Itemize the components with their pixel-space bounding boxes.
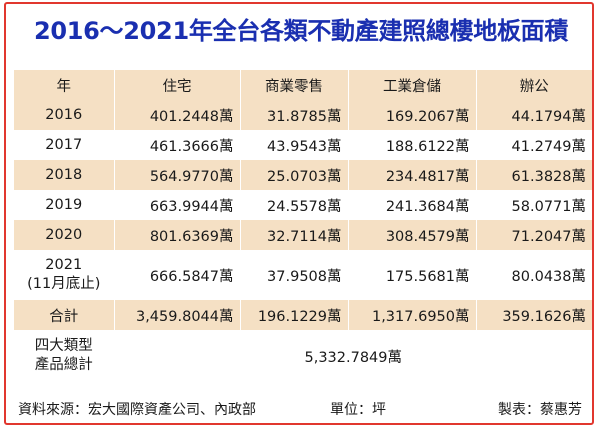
cell-residential: 564.9770萬 [113, 160, 240, 190]
cell-office: 58.0771萬 [475, 190, 592, 220]
cell-industrial-warehouse: 188.6122萬 [347, 130, 476, 160]
row-year-value: 2021 [45, 257, 83, 273]
row-year: 2020 [14, 220, 114, 250]
cell-commercial-retail: 25.0703萬 [239, 160, 348, 190]
cell-residential: 663.9944萬 [113, 190, 240, 220]
header-year: 年 [14, 70, 114, 100]
cell-office: 41.2749萬 [475, 130, 592, 160]
grand-total-label: 四大類型 產品總計 [14, 330, 114, 382]
row-year-note: (11月底止) [27, 276, 101, 292]
cell-office: 61.3828萬 [475, 160, 592, 190]
total-label: 合計 [14, 300, 114, 330]
total-office: 359.1626萬 [475, 300, 592, 330]
row-year: 2019 [14, 190, 114, 220]
table-row: 2017 461.3666萬 43.9543萬 188.6122萬 41.274… [14, 130, 592, 160]
cell-commercial-retail: 43.9543萬 [239, 130, 348, 160]
cell-residential: 401.2448萬 [113, 100, 240, 130]
unit-note: 單位：坪 [330, 402, 386, 418]
cell-industrial-warehouse: 308.4579萬 [347, 220, 476, 250]
footer: 資料來源：宏大國際資產公司、內政部 單位：坪 製表：蔡惠芳 [14, 398, 592, 422]
table-row: 2016 401.2448萬 31.8785萬 169.2067萬 44.179… [14, 100, 592, 130]
cell-residential: 461.3666萬 [113, 130, 240, 160]
cell-residential: 801.6369萬 [113, 220, 240, 250]
cell-office: 44.1794萬 [475, 100, 592, 130]
header-commercial-retail: 商業零售 [239, 70, 348, 100]
cell-commercial-retail: 31.8785萬 [239, 100, 348, 130]
cell-industrial-warehouse: 175.5681萬 [347, 250, 476, 300]
row-year: 2021 (11月底止) [14, 250, 114, 300]
cell-residential: 666.5847萬 [113, 250, 240, 300]
grand-total-value: 5,332.7849萬 [113, 330, 592, 382]
maker-note: 製表：蔡惠芳 [498, 402, 582, 418]
total-industrial-warehouse: 1,317.6950萬 [347, 300, 476, 330]
cell-commercial-retail: 24.5578萬 [239, 190, 348, 220]
infographic-frame: 2016～2021年全台各類不動產建照總樓地板面積 年 住宅 商業零售 工業倉儲… [4, 2, 594, 425]
row-year: 2016 [14, 100, 114, 130]
grand-total-row: 四大類型 產品總計 5,332.7849萬 [14, 330, 592, 382]
header-row: 年 住宅 商業零售 工業倉儲 辦公 [14, 70, 592, 100]
row-year: 2018 [14, 160, 114, 190]
cell-office: 80.0438萬 [475, 250, 592, 300]
row-year: 2017 [14, 130, 114, 160]
table-row: 2019 663.9944萬 24.5578萬 241.3684萬 58.077… [14, 190, 592, 220]
total-residential: 3,459.8044萬 [113, 300, 240, 330]
cell-industrial-warehouse: 241.3684萬 [347, 190, 476, 220]
header-residential: 住宅 [113, 70, 240, 100]
cell-commercial-retail: 32.7114萬 [239, 220, 348, 250]
table-row: 2020 801.6369萬 32.7114萬 308.4579萬 71.204… [14, 220, 592, 250]
source-note: 資料來源：宏大國際資產公司、內政部 [18, 402, 256, 418]
total-commercial-retail: 196.1229萬 [239, 300, 348, 330]
grand-total-label-line2: 產品總計 [34, 357, 93, 373]
header-office: 辦公 [475, 70, 592, 100]
cell-industrial-warehouse: 234.4817萬 [347, 160, 476, 190]
floor-area-table: 年 住宅 商業零售 工業倉儲 辦公 2016 401.2448萬 31.8785… [14, 70, 592, 382]
grand-total-label-line1: 四大類型 [34, 338, 93, 354]
cell-commercial-retail: 37.9508萬 [239, 250, 348, 300]
table-row: 2018 564.9770萬 25.0703萬 234.4817萬 61.382… [14, 160, 592, 190]
header-industrial-warehouse: 工業倉儲 [347, 70, 476, 100]
cell-industrial-warehouse: 169.2067萬 [347, 100, 476, 130]
total-row: 合計 3,459.8044萬 196.1229萬 1,317.6950萬 359… [14, 300, 592, 330]
cell-office: 71.2047萬 [475, 220, 592, 250]
table-row: 2021 (11月底止) 666.5847萬 37.9508萬 175.5681… [14, 250, 592, 300]
chart-title: 2016～2021年全台各類不動產建照總樓地板面積 [33, 17, 569, 45]
